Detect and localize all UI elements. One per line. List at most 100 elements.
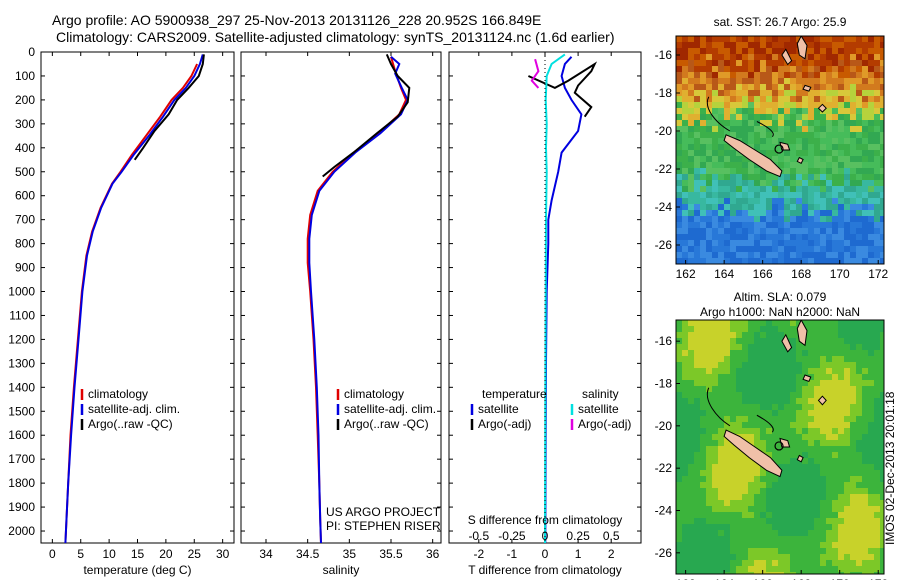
- map-cell: [832, 422, 838, 428]
- map-cell: [778, 60, 784, 66]
- map-cell: [706, 422, 712, 428]
- map-cell: [826, 350, 832, 356]
- map-cell: [862, 476, 868, 482]
- map-cell: [820, 326, 826, 332]
- map-cell: [808, 338, 814, 344]
- map-cell: [784, 138, 790, 144]
- map-cell: [730, 192, 736, 198]
- map-cell: [694, 156, 700, 162]
- map-cell: [682, 356, 688, 362]
- map-cell: [688, 198, 694, 204]
- map-cell: [742, 512, 748, 518]
- map-cell: [700, 78, 706, 84]
- map-cell: [748, 198, 754, 204]
- map-cell: [724, 362, 730, 368]
- map-cell: [736, 78, 742, 84]
- map-cell: [736, 386, 742, 392]
- map-cell: [706, 338, 712, 344]
- map-cell: [748, 368, 754, 374]
- map-cell: [772, 138, 778, 144]
- map-cell: [766, 386, 772, 392]
- map-cell: [850, 374, 856, 380]
- map-cell: [838, 174, 844, 180]
- map-cell: [784, 500, 790, 506]
- map-cell: [718, 560, 724, 566]
- map-cell: [736, 186, 742, 192]
- map-cell: [706, 332, 712, 338]
- map-cell: [688, 114, 694, 120]
- map-cell: [868, 186, 874, 192]
- map-cell: [748, 506, 754, 512]
- map-cell: [694, 500, 700, 506]
- y-tick-label: 1200: [8, 332, 35, 346]
- map-cell: [682, 42, 688, 48]
- map-cell: [742, 78, 748, 84]
- map-cell: [778, 320, 784, 326]
- map-cell: [796, 162, 802, 168]
- map-cell: [850, 66, 856, 72]
- map-cell: [676, 78, 682, 84]
- map-cell: [784, 458, 790, 464]
- map-cell: [766, 428, 772, 434]
- map-cell: [736, 126, 742, 132]
- map-cell: [850, 126, 856, 132]
- map-cell: [712, 174, 718, 180]
- map-cell: [874, 320, 880, 326]
- map-cell: [724, 512, 730, 518]
- map-cell: [820, 344, 826, 350]
- map-cell: [808, 416, 814, 422]
- map-cell: [742, 132, 748, 138]
- map-cell: [808, 428, 814, 434]
- map-cell: [850, 572, 856, 574]
- map-cell: [790, 120, 796, 126]
- map-cell: [850, 350, 856, 356]
- map-cell: [802, 72, 808, 78]
- map-cell: [736, 428, 742, 434]
- map-cell: [796, 554, 802, 560]
- map-cell: [838, 500, 844, 506]
- map-cell: [706, 572, 712, 574]
- map-cell: [700, 320, 706, 326]
- map-cell: [850, 398, 856, 404]
- map-cell: [880, 114, 884, 120]
- map-cell: [868, 60, 874, 66]
- map-cell: [796, 66, 802, 72]
- map-cell: [676, 506, 682, 512]
- map-cell: [766, 326, 772, 332]
- map-cell: [844, 180, 850, 186]
- map-cell: [748, 416, 754, 422]
- map-cell: [850, 458, 856, 464]
- map-cell: [880, 48, 884, 54]
- map-cell: [718, 392, 724, 398]
- map-cell: [718, 572, 724, 574]
- map-cell: [880, 42, 884, 48]
- map-cell: [712, 464, 718, 470]
- map-cell: [748, 78, 754, 84]
- map-cell: [688, 452, 694, 458]
- map-cell: [880, 374, 884, 380]
- x-tick-label: 25: [188, 547, 202, 561]
- map-cell: [700, 120, 706, 126]
- map-cell: [718, 410, 724, 416]
- map-cell: [736, 48, 742, 54]
- map-cell: [790, 416, 796, 422]
- map-cell: [844, 434, 850, 440]
- map-cell: [868, 108, 874, 114]
- map-cell: [748, 126, 754, 132]
- map-cell: [766, 210, 772, 216]
- map-cell: [838, 476, 844, 482]
- map-cell: [700, 362, 706, 368]
- map-cell: [688, 60, 694, 66]
- map-cell: [730, 548, 736, 554]
- map-cell: [688, 102, 694, 108]
- map-cell: [868, 512, 874, 518]
- map-cell: [748, 180, 754, 186]
- map-cell: [874, 240, 880, 246]
- map-cell: [880, 500, 884, 506]
- map-cell: [820, 54, 826, 60]
- map-cell: [796, 36, 802, 42]
- map-cell: [844, 204, 850, 210]
- map-cell: [718, 374, 724, 380]
- map-cell: [724, 222, 730, 228]
- map-cell: [820, 42, 826, 48]
